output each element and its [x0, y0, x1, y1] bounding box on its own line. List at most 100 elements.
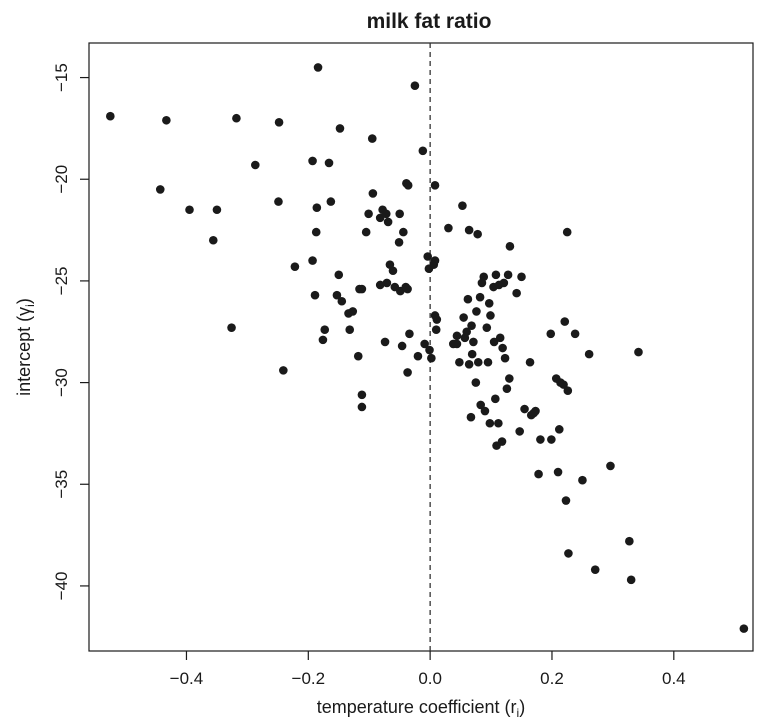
data-point	[430, 256, 440, 265]
data-point	[497, 437, 507, 446]
x-tick-label: 0.4	[662, 669, 686, 688]
data-point	[382, 278, 392, 288]
data-point	[500, 353, 510, 363]
data-point	[531, 406, 540, 416]
x-axis-title-suffix: )	[519, 697, 525, 717]
data-point	[367, 134, 377, 143]
data-point	[394, 237, 404, 247]
y-tick-label: −40	[52, 572, 71, 601]
data-point	[345, 325, 355, 335]
data-point	[332, 290, 342, 300]
data-point	[484, 298, 494, 308]
data-point	[431, 325, 441, 335]
data-point	[467, 349, 477, 359]
x-tick-label: −0.4	[170, 669, 204, 688]
data-point	[399, 227, 408, 237]
data-point	[494, 418, 503, 428]
data-point	[462, 327, 471, 337]
x-tick-label: 0.0	[418, 669, 442, 688]
data-point	[505, 374, 514, 383]
data-point	[491, 394, 500, 404]
data-point	[499, 278, 509, 288]
data-point	[410, 81, 420, 91]
y-tick-label: −25	[52, 266, 71, 295]
data-point	[310, 290, 320, 300]
data-point	[489, 337, 499, 347]
data-point	[212, 205, 222, 215]
data-point	[274, 118, 284, 127]
x-tick-label: −0.2	[292, 669, 326, 688]
data-point	[466, 412, 476, 422]
data-point	[491, 270, 501, 280]
data-point	[251, 160, 260, 170]
data-point	[463, 294, 473, 304]
data-point	[486, 311, 495, 320]
data-point	[397, 341, 407, 351]
data-point	[560, 317, 570, 326]
data-point	[459, 313, 468, 322]
data-point	[464, 225, 474, 235]
data-point	[357, 402, 367, 412]
data-point	[564, 549, 573, 558]
data-point	[313, 63, 323, 72]
data-point	[547, 435, 556, 444]
data-point	[364, 209, 373, 219]
data-point	[312, 203, 322, 213]
data-point	[227, 323, 236, 332]
data-point	[403, 368, 412, 377]
data-point	[290, 262, 300, 271]
data-points	[106, 63, 749, 633]
data-point	[427, 353, 436, 363]
data-point	[106, 111, 115, 121]
data-point	[482, 323, 492, 332]
data-point	[536, 435, 545, 444]
data-point	[467, 321, 476, 330]
data-point	[274, 197, 283, 206]
y-tick-label: −15	[52, 63, 71, 92]
data-point	[318, 335, 328, 345]
data-point	[626, 575, 636, 585]
data-point	[475, 292, 485, 302]
data-point	[357, 390, 367, 400]
x-axis-title: temperature coefficient (ri)	[317, 697, 525, 720]
x-tick-label: 0.2	[540, 669, 564, 688]
data-point	[512, 288, 521, 298]
data-point	[444, 223, 453, 233]
data-point	[361, 227, 371, 237]
plot-frame	[88, 42, 754, 652]
data-point	[423, 252, 433, 261]
data-point	[413, 351, 423, 361]
data-point	[473, 357, 483, 367]
data-point	[311, 227, 321, 237]
data-point	[480, 406, 490, 416]
chart-title: milk fat ratio	[367, 10, 492, 33]
data-point	[455, 357, 464, 367]
data-point	[155, 185, 165, 194]
data-point	[554, 425, 564, 434]
data-point	[479, 272, 489, 282]
x-axis-title-subscript: i	[517, 706, 520, 720]
data-point	[418, 146, 428, 156]
data-point	[320, 325, 330, 335]
data-point	[381, 209, 391, 219]
data-point	[337, 296, 347, 306]
data-point	[515, 427, 524, 436]
y-axis-title: intercept (γi)	[14, 298, 37, 396]
y-axis-title-suffix: )	[14, 298, 34, 304]
data-point	[471, 378, 481, 387]
data-point	[403, 181, 413, 190]
data-point	[498, 343, 507, 353]
data-point	[162, 115, 171, 125]
data-point	[308, 156, 317, 166]
data-point	[634, 347, 643, 357]
data-point	[476, 400, 485, 410]
data-point	[606, 461, 615, 471]
data-point	[334, 270, 344, 280]
data-point	[375, 213, 385, 223]
data-point	[505, 242, 515, 251]
data-point	[561, 496, 571, 505]
data-point	[324, 158, 334, 168]
data-point	[335, 124, 345, 133]
y-axis-title-main: intercept (γ	[14, 307, 34, 396]
